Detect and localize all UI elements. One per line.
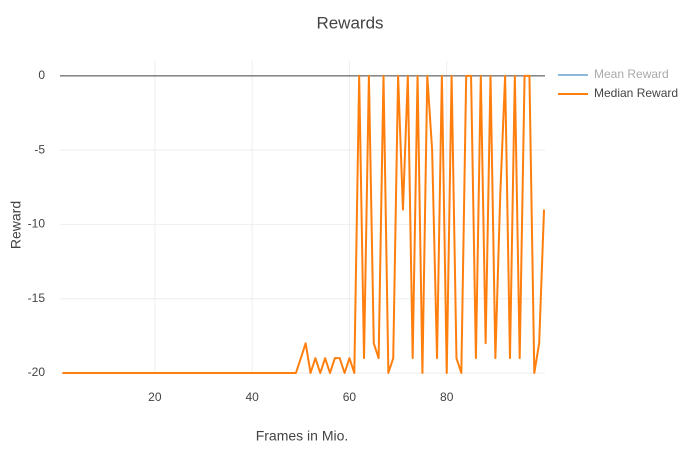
x-tick-label: 60 [343,390,357,404]
y-tick-label: 0 [38,68,45,82]
x-axis-label: Frames in Mio. [256,428,349,444]
x-tick-label: 20 [148,390,162,404]
y-tick-label: -5 [34,142,45,156]
y-tick-label: -20 [28,365,46,379]
x-tick-label: 40 [245,390,259,404]
x-tick-label: 80 [440,390,454,404]
y-tick-label: -10 [28,217,46,231]
y-tick-label: -15 [28,291,46,305]
legend-label: Mean Reward [594,67,669,81]
chart-title: Rewards [316,13,383,32]
legend-label: Median Reward [594,86,678,100]
line [62,74,546,374]
y-axis-label: Reward [8,201,24,249]
